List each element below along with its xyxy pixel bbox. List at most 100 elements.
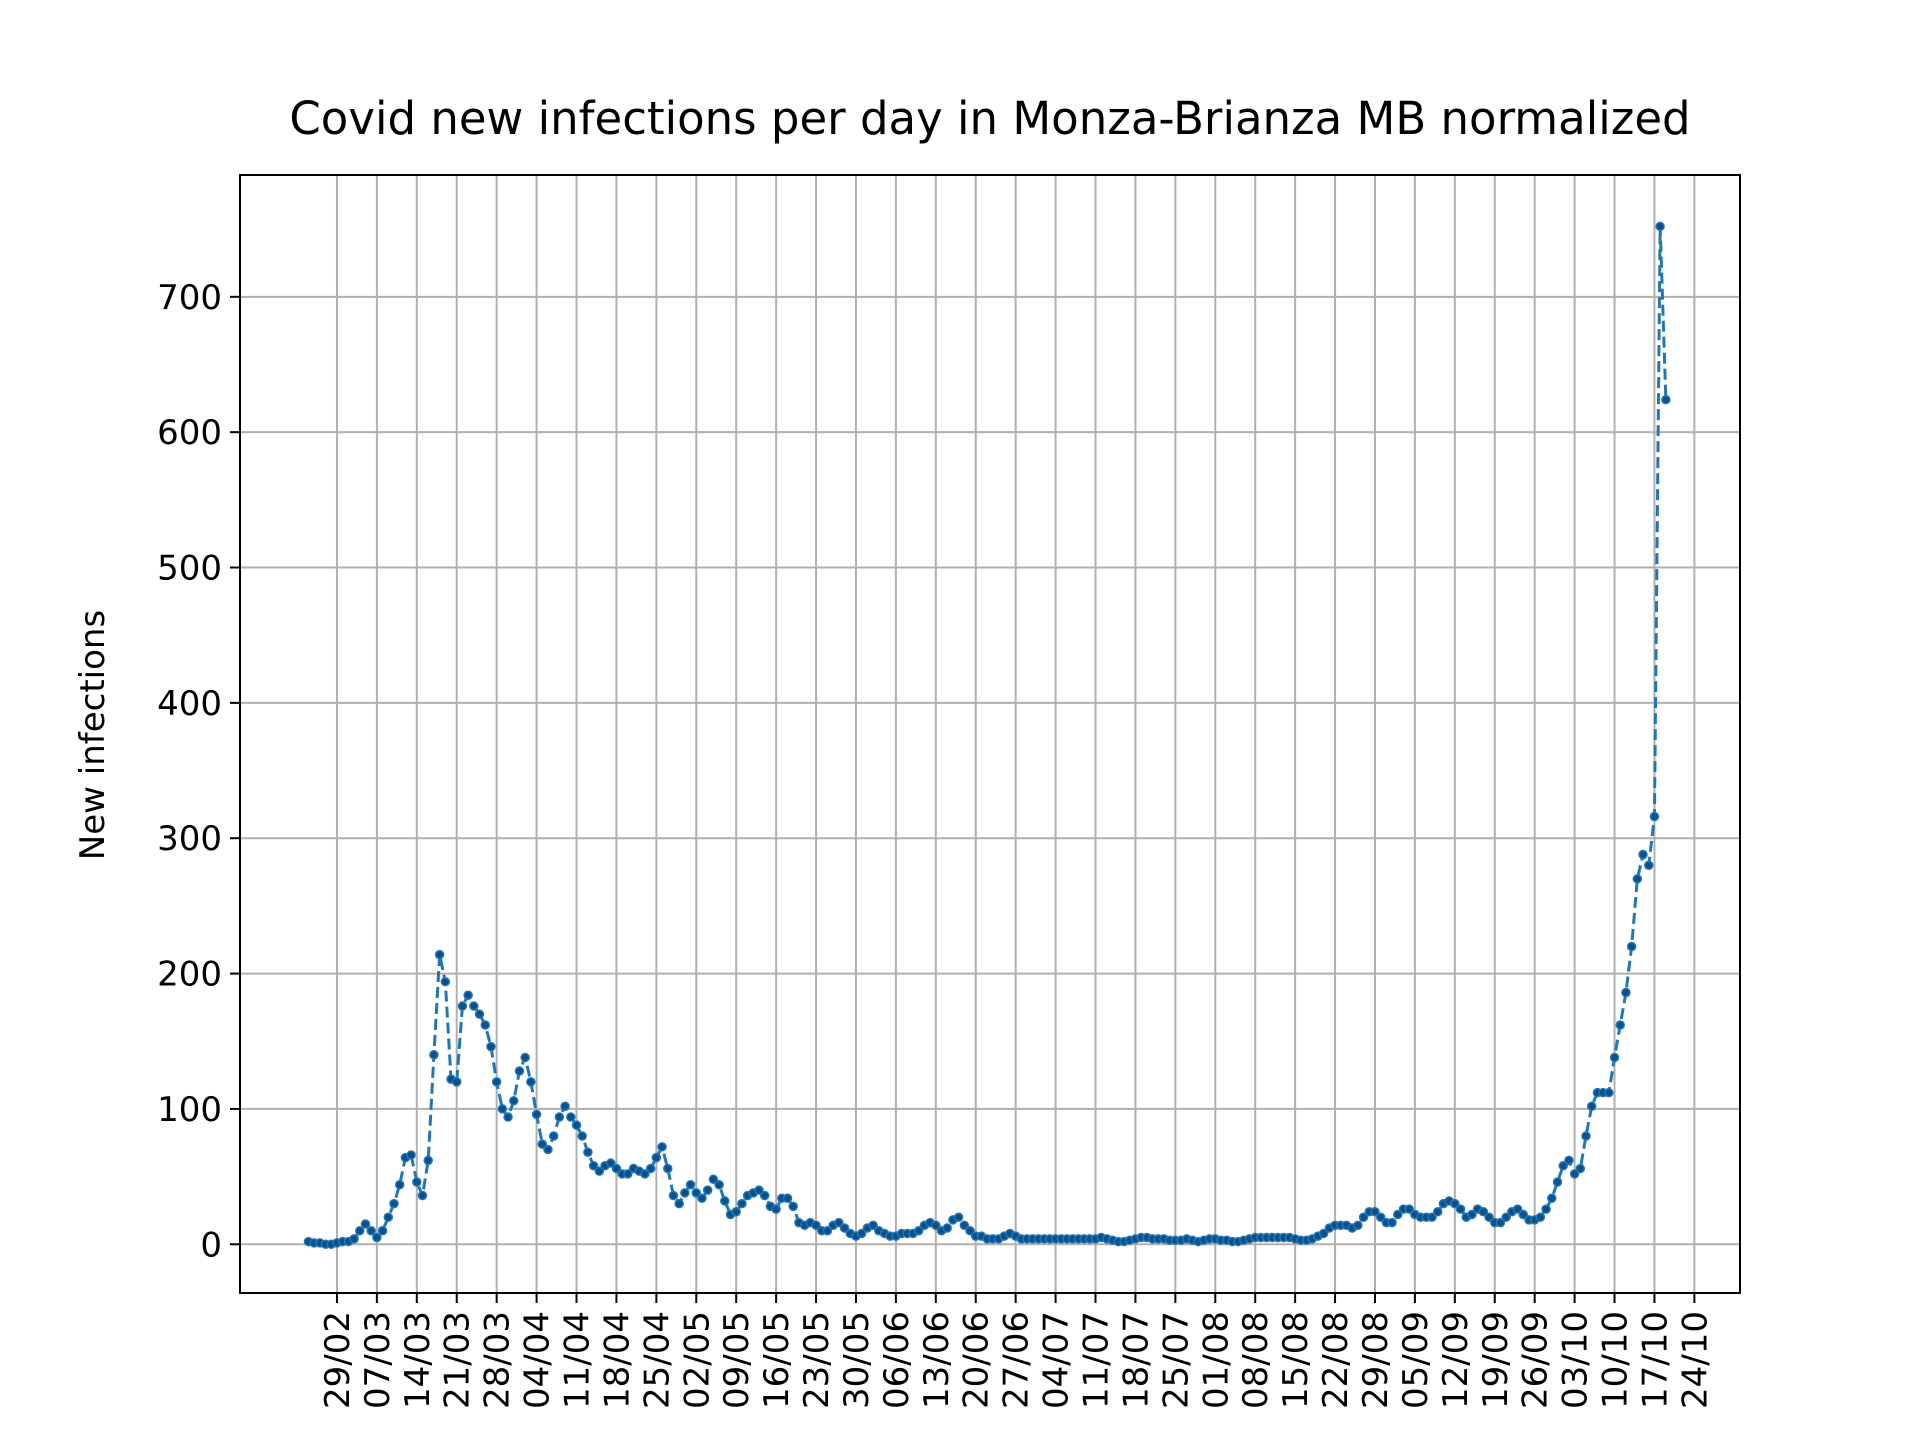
data-point	[1655, 221, 1665, 232]
data-point	[965, 1225, 975, 1236]
x-tick-label: 17/10	[1635, 1311, 1675, 1409]
data-point	[377, 1225, 388, 1236]
x-tick-label: 18/07	[1116, 1311, 1156, 1409]
data-point	[1404, 1204, 1414, 1214]
data-point	[537, 1139, 548, 1149]
data-point	[1638, 849, 1648, 860]
series-infections	[303, 221, 1671, 1250]
data-point	[1495, 1217, 1506, 1228]
data-point	[1644, 860, 1654, 871]
data-point	[372, 1232, 382, 1243]
data-point	[491, 1077, 502, 1087]
data-point	[577, 1131, 587, 1141]
x-tick-label: 04/04	[518, 1311, 558, 1409]
data-point	[657, 1142, 667, 1152]
y-tick-label: 400	[157, 684, 222, 724]
data-point	[1609, 1052, 1620, 1063]
data-point	[514, 1066, 525, 1076]
data-point	[1450, 1198, 1460, 1209]
data-point	[674, 1198, 684, 1209]
data-point	[1552, 1177, 1563, 1187]
data-point	[474, 1009, 485, 1019]
data-point	[366, 1225, 376, 1236]
data-point	[571, 1120, 582, 1130]
data-point	[503, 1112, 513, 1122]
data-point	[714, 1179, 724, 1190]
data-point	[423, 1155, 433, 1166]
data-point	[497, 1104, 508, 1114]
data-point	[759, 1190, 770, 1201]
data-point	[663, 1163, 673, 1174]
data-point	[1558, 1161, 1568, 1171]
data-point	[605, 1158, 616, 1168]
data-point	[434, 949, 445, 960]
data-point	[651, 1152, 662, 1163]
data-point	[720, 1196, 730, 1206]
data-point	[1626, 941, 1637, 952]
data-point	[509, 1096, 519, 1106]
y-tick-label: 0	[200, 1225, 222, 1265]
x-tick-label: 11/04	[558, 1311, 598, 1409]
data-point	[856, 1228, 867, 1239]
data-point	[1518, 1209, 1529, 1220]
data-point	[1353, 1220, 1363, 1231]
axis-ticks: 0 100 200 300 400 500 600 700 29/02 07/03 14/03 21/…	[157, 278, 1715, 1409]
data-point	[959, 1220, 970, 1231]
data-point	[360, 1219, 371, 1229]
data-point	[1541, 1204, 1551, 1214]
data-point	[429, 1050, 439, 1060]
plot-frame	[239, 174, 1741, 1294]
data-point	[480, 1020, 490, 1030]
y-axis-label: New infections	[73, 610, 113, 860]
data-point	[811, 1220, 821, 1231]
data-point	[931, 1220, 941, 1231]
data-point	[953, 1212, 964, 1222]
x-tick-label: 05/09	[1396, 1311, 1436, 1409]
data-point	[566, 1112, 576, 1122]
data-point	[1581, 1131, 1591, 1141]
data-point	[469, 1001, 479, 1011]
data-point	[834, 1217, 844, 1228]
data-point	[554, 1112, 565, 1122]
x-tick-label: 23/05	[797, 1311, 837, 1409]
x-tick-label: 30/05	[837, 1311, 877, 1409]
data-point	[771, 1204, 781, 1214]
x-tick-label: 21/03	[438, 1311, 478, 1409]
x-tick-label: 13/06	[917, 1311, 957, 1409]
x-tick-label: 10/10	[1596, 1311, 1636, 1409]
data-point	[543, 1144, 553, 1155]
data-point	[782, 1193, 793, 1203]
data-point	[412, 1177, 422, 1187]
data-point	[383, 1212, 394, 1222]
data-point	[611, 1163, 622, 1174]
data-point	[645, 1163, 656, 1174]
x-tick-label: 29/02	[318, 1311, 358, 1409]
x-tick-label: 29/08	[1356, 1311, 1396, 1409]
x-tick-label: 08/08	[1236, 1311, 1276, 1409]
data-point	[1358, 1212, 1369, 1222]
y-tick-label: 100	[157, 1090, 222, 1130]
data-point	[463, 990, 473, 1000]
data-point	[486, 1041, 496, 1052]
data-point	[355, 1225, 365, 1236]
data-point	[1632, 874, 1643, 884]
x-tick-label: 03/10	[1556, 1311, 1596, 1409]
data-point	[1586, 1101, 1597, 1111]
x-tick-label: 16/05	[757, 1311, 797, 1409]
data-point	[691, 1188, 702, 1198]
data-point	[868, 1220, 878, 1231]
data-point	[1604, 1087, 1614, 1098]
data-point	[1427, 1212, 1437, 1222]
data-point	[1535, 1212, 1546, 1222]
data-point	[457, 1001, 468, 1011]
x-tick-label: 07/03	[358, 1311, 398, 1409]
data-point	[1370, 1207, 1380, 1217]
data-point	[1318, 1228, 1329, 1239]
x-tick-label: 15/08	[1276, 1311, 1316, 1409]
x-tick-label: 28/03	[478, 1311, 518, 1409]
x-tick-label: 01/08	[1196, 1311, 1236, 1409]
data-point	[1375, 1212, 1386, 1222]
x-tick-label: 04/07	[1037, 1311, 1077, 1409]
x-tick-label: 09/05	[717, 1311, 757, 1409]
data-point	[708, 1174, 719, 1185]
